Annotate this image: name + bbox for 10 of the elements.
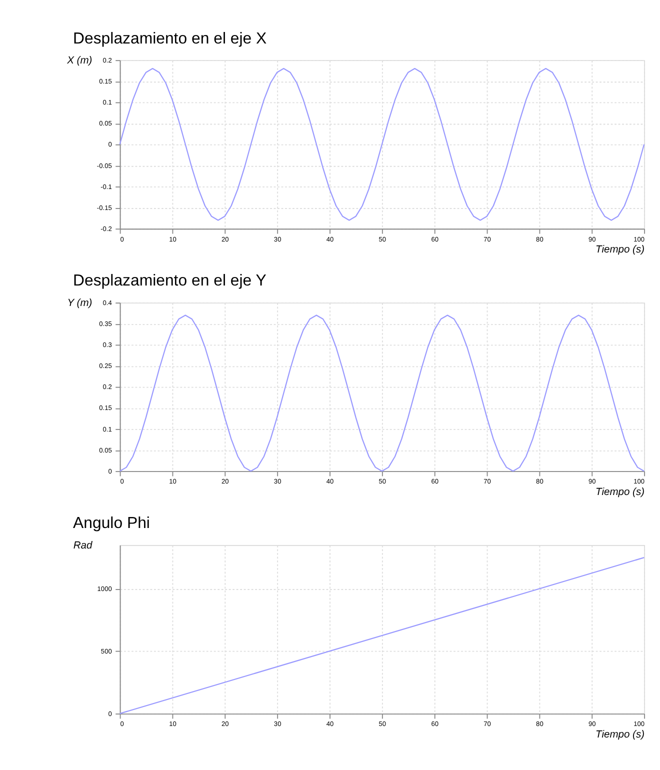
x-axis-title: Tiempo (s) — [596, 244, 645, 256]
x-axis-title: Tiempo (s) — [596, 486, 645, 498]
chart-title: Desplazamiento en el eje X — [73, 30, 268, 48]
y-axis-title: Rad — [73, 540, 92, 552]
line-series — [119, 68, 645, 221]
y-axis-title: Y (m) — [67, 298, 92, 309]
chart-title: Desplazamiento en el eje Y — [73, 272, 267, 290]
x-axis-title: Tiempo (s) — [596, 729, 645, 740]
chart-title: Angulo Phi — [73, 515, 150, 532]
y-axis-title: X (m) — [66, 55, 92, 66]
